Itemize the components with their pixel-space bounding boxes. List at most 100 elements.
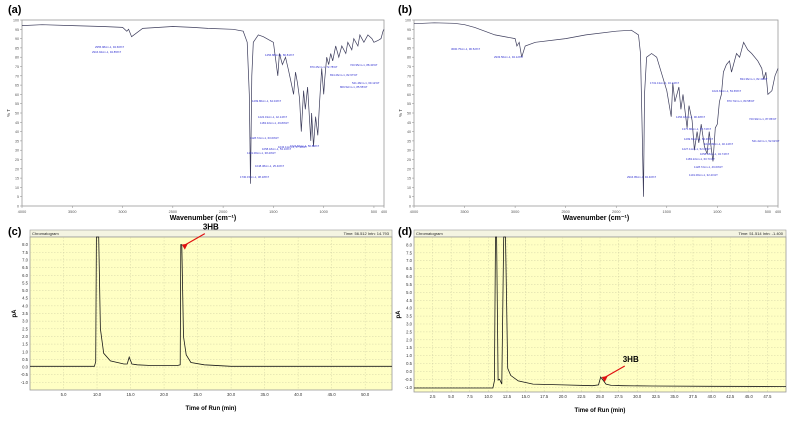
peak-annotation: 1043.11cm-1, 57.38%T: [278, 145, 307, 149]
y-tick-label: 85: [407, 46, 411, 50]
x-tick-label: 500: [371, 210, 377, 214]
peak-annotation: 2955.98cm-1, 94.66%T: [95, 45, 124, 49]
panel-b: (b) 0 5 10 15 20 25 30 35 40 45 50 55 60 65 70 75 80 85 90…: [394, 0, 789, 222]
y-tick-label: 70: [15, 74, 19, 78]
panel-label: (a): [8, 4, 22, 16]
y-tick-label: 2.0: [22, 334, 28, 339]
x-tick-label: 25.0: [596, 394, 605, 399]
peak-annotation: 1731.13cm-1, 16.24%T: [650, 81, 679, 85]
y-tick-label: 95: [407, 28, 411, 32]
peak-annotation: 1101.06cm-1, 38.40%T: [247, 151, 276, 155]
y-tick-label: 45: [15, 121, 19, 125]
time-intensity-readout: Time: 51.514 Intn: -1.400: [738, 231, 783, 236]
y-tick-label: 90: [15, 37, 19, 41]
peak-annotation: 720.90cm-1, 87.86%T: [749, 117, 777, 121]
x-tick-label: 37.5: [689, 394, 698, 399]
peak-annotation: 2916.95cm-1, 94.40%T: [627, 175, 656, 179]
plot-area: [21, 19, 385, 207]
y-tick-label: 3.0: [22, 319, 28, 324]
y-tick-label: 1.5: [22, 342, 28, 347]
peak-annotation: 1222.19cm-1, 42.14%T: [258, 115, 287, 119]
peak-annotation: 541.22cm-1, 52.62%T: [752, 139, 780, 143]
y-tick-label: 100: [13, 19, 19, 23]
x-tick-label: 1000: [713, 210, 721, 214]
peak-annotation: 1024.61cm-1, 53.65%T: [712, 89, 741, 93]
y-tick-label: 25: [407, 158, 411, 162]
y-tick-label: 30: [15, 149, 19, 153]
y-tick-label: 75: [15, 65, 19, 69]
y-tick-label: 35: [407, 139, 411, 143]
y-tick-label: 6.0: [22, 273, 28, 278]
peak-annotation: 1058.18cm-1, 53.16%T: [262, 147, 291, 151]
y-tick-label: 0: [17, 205, 19, 209]
y-tick-label: 80: [15, 56, 19, 60]
x-tick-label: 2000: [612, 210, 620, 214]
y-tick-label: 40: [15, 130, 19, 134]
y-tick-label: 0.0: [22, 365, 28, 370]
x-tick-label: 12.5: [503, 394, 512, 399]
peak-annotation: 3000.75cm-1, 96.52%T: [451, 47, 480, 51]
peak-annotation: 834.26cm-1, 82.97%T: [330, 73, 358, 77]
y-tick-label: -1.0: [21, 380, 29, 385]
x-tick-label: 4000: [410, 210, 418, 214]
x-tick-label: 400: [775, 210, 781, 214]
x-tick-label: 40.0: [708, 394, 717, 399]
x-axis-label: Wavenumber (cm⁻¹): [170, 215, 236, 222]
x-tick-label: 15.0: [522, 394, 531, 399]
x-tick-label: 2500: [169, 210, 177, 214]
x-tick-label: 47.5: [763, 394, 772, 399]
y-tick-label: 5: [409, 195, 411, 199]
x-tick-label: 22.5: [577, 394, 586, 399]
y-tick-label: 45: [407, 121, 411, 125]
y-tick-label: 5.5: [406, 282, 412, 287]
y-tick-label: 5.0: [406, 290, 412, 295]
x-tick-label: 400: [381, 210, 387, 214]
y-tick-label: 70: [407, 74, 411, 78]
x-tick-label: 45.0: [328, 392, 337, 397]
y-tick-label: 55: [407, 102, 411, 106]
peak-label: 3HB: [623, 355, 639, 364]
x-tick-label: 30.0: [227, 392, 236, 397]
x-tick-label: 35.0: [261, 392, 270, 397]
peak-annotation: 1730.15cm-1, 38.18%T: [240, 175, 269, 179]
y-tick-label: 90: [407, 37, 411, 41]
spectrum-line: [21, 24, 385, 184]
y-tick-label: 35: [15, 139, 19, 143]
x-tick-label: 5.0: [61, 392, 67, 397]
y-tick-label: 7.5: [22, 250, 28, 255]
peak-annotation: 1456.88cm-1, 80.81%T: [265, 53, 294, 57]
x-axis-label: Time of Run (min): [575, 408, 626, 414]
x-tick-label: 15.0: [126, 392, 135, 397]
y-tick-label: 2.0: [406, 337, 412, 342]
y-tick-label: 2.5: [406, 329, 412, 334]
peak-annotation: 1128.72cm-1, 60.60%T: [250, 136, 279, 140]
peak-annotation: 1043.09cm-1, 40.14%T: [704, 142, 733, 146]
y-tick-label: 7.0: [406, 258, 412, 263]
y-tick-label: -0.5: [21, 372, 29, 377]
plot-area: [413, 236, 787, 393]
y-tick-label: 50: [15, 112, 19, 116]
x-tick-label: 30.0: [633, 394, 642, 399]
y-tick-label: 65: [15, 84, 19, 88]
x-tick-label: 27.5: [615, 394, 624, 399]
x-tick-label: 5.0: [448, 394, 454, 399]
panel-label: (b): [398, 4, 413, 16]
x-tick-label: 45.0: [745, 394, 754, 399]
chromatogram-chart-d: Chromatogram Time: 51.514 Intn: -1.400 -1.…: [396, 229, 787, 414]
y-tick-label: 7.5: [406, 250, 412, 255]
y-tick-label: 10: [15, 186, 19, 190]
y-tick-label: 25: [15, 158, 19, 162]
y-tick-label: 7.0: [22, 257, 28, 262]
y-tick-label: 0.0: [406, 369, 412, 374]
y-tick-label: 6.5: [406, 266, 412, 271]
peak-annotation: 1024.84cm-1, 56.89%T: [290, 144, 319, 148]
y-tick-label: 55: [15, 102, 19, 106]
peak-annotation: 1058.18cm-1, 34.74%T: [700, 152, 729, 156]
x-tick-label: 3500: [460, 210, 468, 214]
chromatogram-trace: [414, 236, 787, 389]
y-tick-label: 40: [407, 130, 411, 134]
y-tick-label: 3.5: [406, 314, 412, 319]
plot-area: [413, 19, 779, 207]
peak-annotation: 1183.22cm-1, 60.71%T: [686, 157, 715, 161]
peak-annotation: 809.52cm-1, 85.55%T: [340, 85, 368, 89]
